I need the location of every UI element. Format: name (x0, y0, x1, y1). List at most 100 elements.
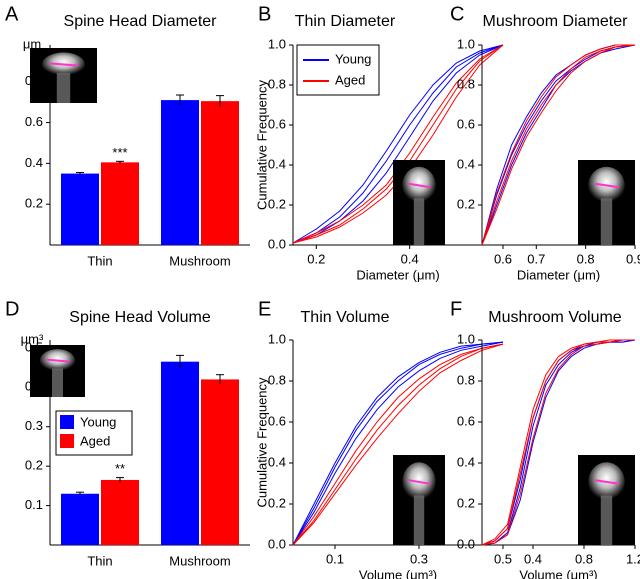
measure-arrow (594, 182, 620, 189)
x-tick-label: Thin (87, 253, 112, 268)
measure-arrow (46, 358, 70, 363)
y-tick-label: 0.0 (268, 236, 286, 251)
y-tick-label: 0.6 (457, 413, 475, 428)
inset-image (393, 455, 445, 545)
panel-letter: D (5, 298, 19, 320)
legend-frame (296, 44, 380, 96)
legend-label: Aged (335, 72, 365, 87)
y-tick-label: 0.6 (25, 114, 43, 129)
x-tick-label: 0.1 (326, 551, 344, 566)
spine-neck (52, 368, 63, 397)
x-tick-label: 0.6 (494, 251, 512, 266)
bar (161, 361, 199, 545)
y-tick-label: 0.2 (268, 495, 286, 510)
cdf-line (481, 339, 635, 546)
spine-neck (600, 198, 613, 245)
cdf-line (481, 44, 635, 246)
x-tick-label: 0.4 (524, 551, 542, 566)
bar (201, 379, 239, 545)
panel-letter: A (5, 3, 19, 25)
measure-arrow (594, 479, 620, 485)
chart-title: Mushroom Volume (488, 309, 621, 326)
y-axis-label: Cumulative Frequency (254, 377, 269, 508)
y-tick-label: 0.1 (25, 497, 43, 512)
x-tick-label: 0.9 (626, 251, 640, 266)
x-tick-label: Mushroom (169, 553, 230, 568)
y-tick-label: 0.6 (268, 116, 286, 131)
y-tick-label: 0.3 (25, 418, 43, 433)
x-tick-label: 1.2 (626, 551, 640, 566)
significance: *** (112, 145, 127, 160)
bar (161, 100, 199, 245)
bar (101, 479, 139, 545)
chart-title: Thin Volume (301, 309, 390, 326)
x-tick-label: 0.7 (527, 251, 545, 266)
measure-arrow (408, 182, 431, 189)
y-tick-label: 0.4 (25, 155, 43, 170)
legend-swatch (60, 415, 74, 429)
x-tick-label: 0.8 (575, 551, 593, 566)
chart-title: Spine Head Volume (69, 309, 211, 326)
bar (61, 173, 99, 245)
legend-label: Aged (80, 433, 110, 448)
y-tick-label: 0.8 (268, 76, 286, 91)
bar (61, 493, 99, 545)
y-tick-label: 0.4 (268, 156, 286, 171)
inset-image (30, 345, 85, 397)
significance: ** (115, 461, 125, 476)
x-tick-label: 0.2 (307, 251, 325, 266)
y-axis-label: μm (23, 36, 41, 51)
x-axis-label: Volume (μm³) (519, 567, 597, 579)
inset-image (393, 160, 445, 245)
y-tick-label: 0.2 (25, 458, 43, 473)
y-tick-label: 0.2 (25, 196, 43, 211)
cdf-line (292, 343, 504, 546)
y-tick-label: 0.4 (268, 454, 286, 469)
inset-image (578, 160, 635, 245)
cdf-line (481, 44, 636, 246)
chart-title: Mushroom Diameter (483, 13, 629, 30)
spine-neck (56, 72, 71, 103)
spine-neck (600, 495, 613, 545)
measure-arrow (408, 479, 431, 485)
bar (201, 101, 239, 245)
x-axis-label: Diameter (μm) (356, 267, 439, 282)
y-tick-label: 0.0 (268, 536, 286, 551)
y-tick-label: 0.4 (457, 454, 475, 469)
legend-label: Young (80, 414, 116, 429)
x-tick-label: 0.8 (577, 251, 595, 266)
y-tick-label: 0.8 (268, 372, 286, 387)
cdf-line (292, 44, 504, 244)
chart-title: Spine Head Diameter (64, 13, 218, 30)
y-tick-label: 0.4 (457, 156, 475, 171)
cdf-line (292, 343, 504, 546)
cdf-line (292, 44, 504, 244)
panel-letter: E (258, 298, 271, 320)
y-tick-label: 0.2 (457, 196, 475, 211)
x-tick-label: 0.3 (410, 551, 428, 566)
panel-letter: B (258, 3, 271, 25)
cdf-line (292, 343, 504, 546)
cdf-line (292, 341, 504, 546)
y-axis-label: μm³ (21, 331, 44, 346)
cdf-line (481, 44, 636, 246)
bar (101, 162, 139, 245)
y-tick-label: 0.8 (457, 372, 475, 387)
y-axis-label: Cumulative Frequency (254, 79, 269, 210)
y-tick-label: 0.6 (457, 116, 475, 131)
cdf-line (292, 341, 504, 546)
y-tick-label: 0.6 (268, 413, 286, 428)
y-tick-label: 0.0 (457, 536, 475, 551)
spine-neck (413, 495, 425, 545)
x-tick-label: 0.4 (401, 251, 419, 266)
panel-letter: F (450, 298, 462, 320)
legend-swatch (60, 434, 74, 448)
cdf-line (292, 44, 504, 244)
panel-letter: C (450, 3, 464, 25)
x-tick-label: Thin (87, 553, 112, 568)
inset-image (578, 455, 635, 545)
measure-arrow (50, 62, 79, 67)
y-tick-label: 1.0 (268, 36, 286, 51)
x-tick-label: 0.5 (494, 551, 512, 566)
